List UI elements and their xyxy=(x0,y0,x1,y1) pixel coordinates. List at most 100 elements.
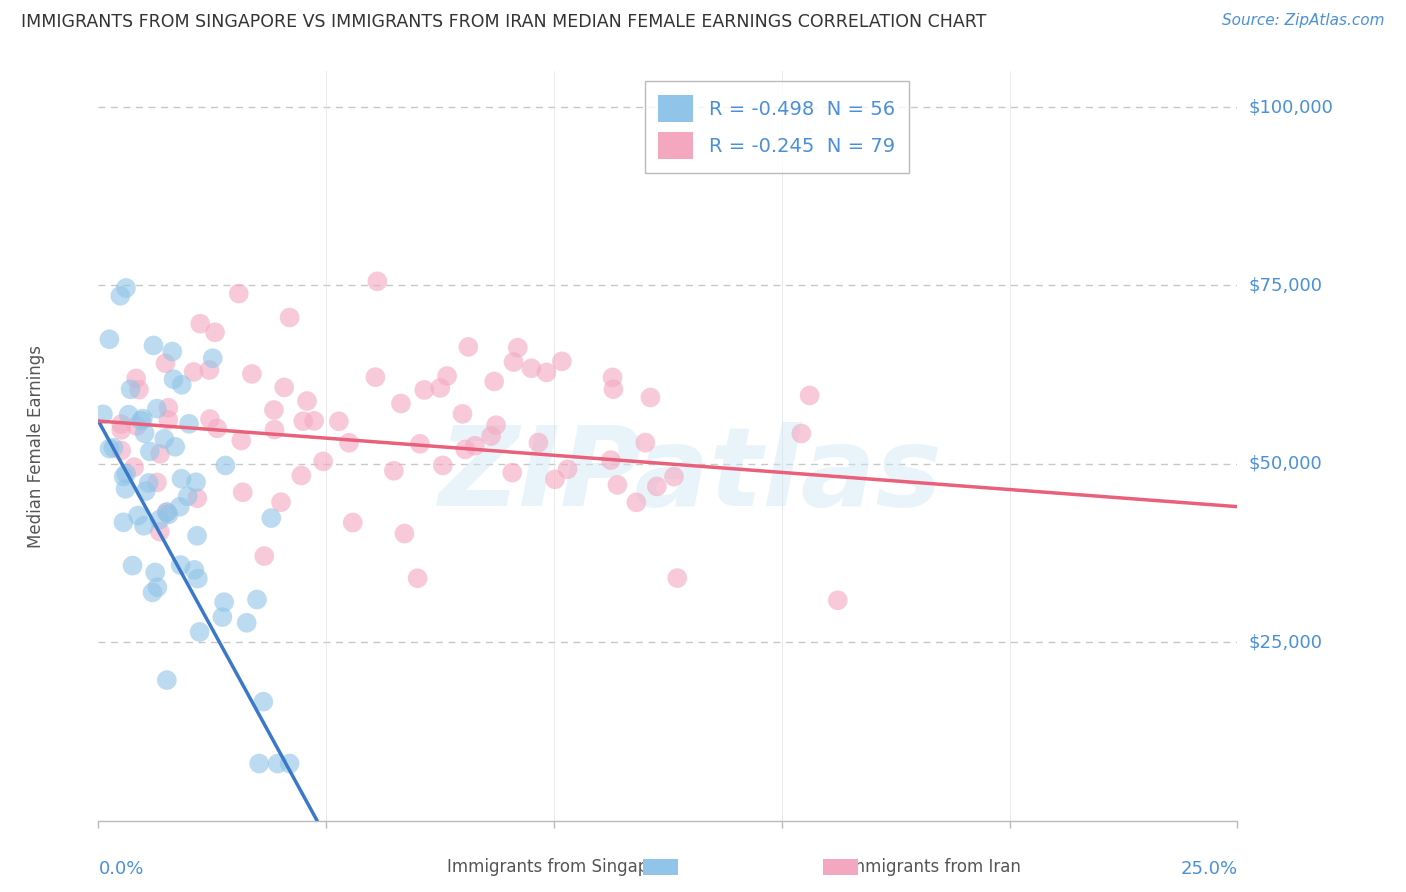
Point xyxy=(198,363,221,377)
Point xyxy=(211,610,233,624)
Point xyxy=(187,572,209,586)
Point xyxy=(479,429,502,443)
Point xyxy=(114,482,136,496)
Point xyxy=(394,526,416,541)
Point xyxy=(170,472,193,486)
Text: Median Female Earnings: Median Female Earnings xyxy=(27,344,45,548)
Point xyxy=(273,380,295,394)
Point xyxy=(156,505,179,519)
Point xyxy=(263,423,285,437)
Point xyxy=(122,460,145,475)
Point xyxy=(240,367,263,381)
Point xyxy=(201,351,224,366)
Point xyxy=(138,475,160,490)
Point xyxy=(91,407,114,421)
Point xyxy=(328,414,350,428)
Point xyxy=(149,524,172,539)
Point xyxy=(482,375,505,389)
Point xyxy=(184,475,207,490)
Point xyxy=(129,414,152,428)
Point xyxy=(205,421,228,435)
Point xyxy=(183,563,205,577)
Text: IMMIGRANTS FROM SINGAPORE VS IMMIGRANTS FROM IRAN MEDIAN FEMALE EARNINGS CORRELA: IMMIGRANTS FROM SINGAPORE VS IMMIGRANTS … xyxy=(21,13,987,31)
Point xyxy=(146,580,169,594)
Point xyxy=(169,500,191,514)
Point xyxy=(103,441,125,455)
Point xyxy=(506,341,529,355)
Point xyxy=(214,458,236,473)
Point xyxy=(177,417,200,431)
Point xyxy=(134,426,156,441)
Point xyxy=(666,571,689,585)
Text: $50,000: $50,000 xyxy=(1249,455,1323,473)
Point xyxy=(157,413,180,427)
Point xyxy=(501,466,523,480)
Point xyxy=(406,571,429,585)
Point xyxy=(121,558,143,573)
Point xyxy=(252,695,274,709)
Point xyxy=(212,595,235,609)
Point xyxy=(640,391,662,405)
Point xyxy=(290,468,312,483)
Point xyxy=(146,475,169,490)
Point xyxy=(135,484,157,499)
Point xyxy=(156,505,179,519)
Point xyxy=(454,442,477,457)
Point xyxy=(188,624,211,639)
Point xyxy=(544,472,567,486)
Point xyxy=(146,401,169,416)
Point xyxy=(270,495,292,509)
Point xyxy=(98,442,121,456)
Point xyxy=(295,394,318,409)
Text: $100,000: $100,000 xyxy=(1249,98,1333,116)
Point xyxy=(337,435,360,450)
Text: 0.0%: 0.0% xyxy=(98,860,143,878)
Point xyxy=(148,513,170,527)
Point xyxy=(536,365,558,379)
Point xyxy=(253,549,276,563)
Point xyxy=(128,383,150,397)
Text: Immigrants from Iran: Immigrants from Iran xyxy=(844,858,1021,876)
Point xyxy=(602,370,624,384)
Point xyxy=(115,467,138,481)
Point xyxy=(125,419,148,434)
Point xyxy=(382,464,405,478)
Point xyxy=(364,370,387,384)
Point xyxy=(247,756,270,771)
Point xyxy=(246,592,269,607)
Point xyxy=(292,414,315,428)
Point xyxy=(132,411,155,425)
Point xyxy=(429,381,451,395)
Point xyxy=(183,365,205,379)
Text: $25,000: $25,000 xyxy=(1249,633,1323,651)
Point xyxy=(157,401,180,415)
Point xyxy=(120,382,142,396)
Point xyxy=(645,479,668,493)
Point xyxy=(520,361,543,376)
Point xyxy=(155,356,177,370)
Point xyxy=(302,414,325,428)
Point xyxy=(451,407,474,421)
Point xyxy=(232,485,254,500)
Text: Immigrants from Singapore: Immigrants from Singapore xyxy=(447,858,675,876)
Point xyxy=(557,462,579,476)
Point xyxy=(162,344,184,359)
Point xyxy=(263,403,285,417)
Text: 25.0%: 25.0% xyxy=(1180,860,1237,878)
Point xyxy=(599,453,621,467)
Point xyxy=(139,444,162,458)
Point xyxy=(485,418,508,433)
Point xyxy=(115,281,138,295)
Point xyxy=(409,437,432,451)
Point xyxy=(127,508,149,523)
Text: Source: ZipAtlas.com: Source: ZipAtlas.com xyxy=(1222,13,1385,29)
Point xyxy=(141,585,163,599)
Point xyxy=(235,615,257,630)
Text: ZIPatlas: ZIPatlas xyxy=(439,423,942,530)
Point xyxy=(153,432,176,446)
Point xyxy=(198,412,221,426)
Point xyxy=(432,458,454,473)
Point xyxy=(457,340,479,354)
Point xyxy=(799,388,821,402)
Point xyxy=(527,435,550,450)
